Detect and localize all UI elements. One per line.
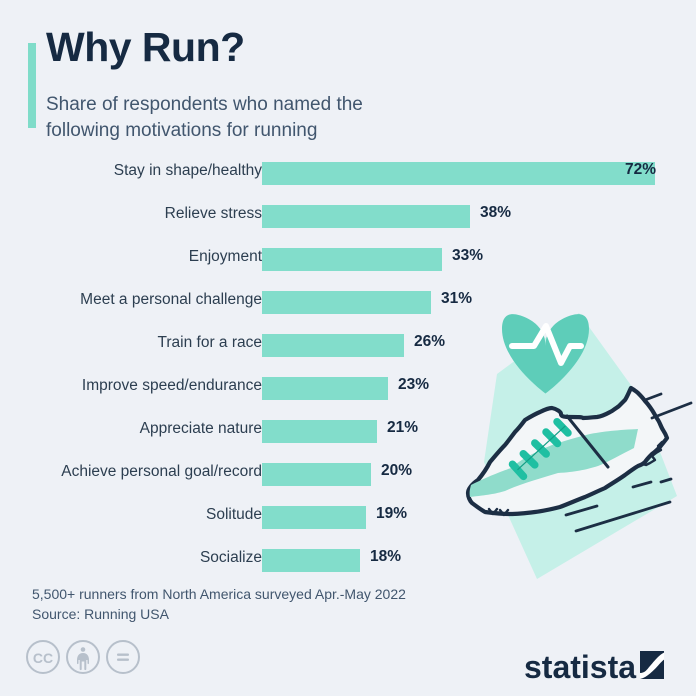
svg-text:CC: CC bbox=[33, 650, 53, 666]
svg-text:statista: statista bbox=[524, 649, 636, 685]
